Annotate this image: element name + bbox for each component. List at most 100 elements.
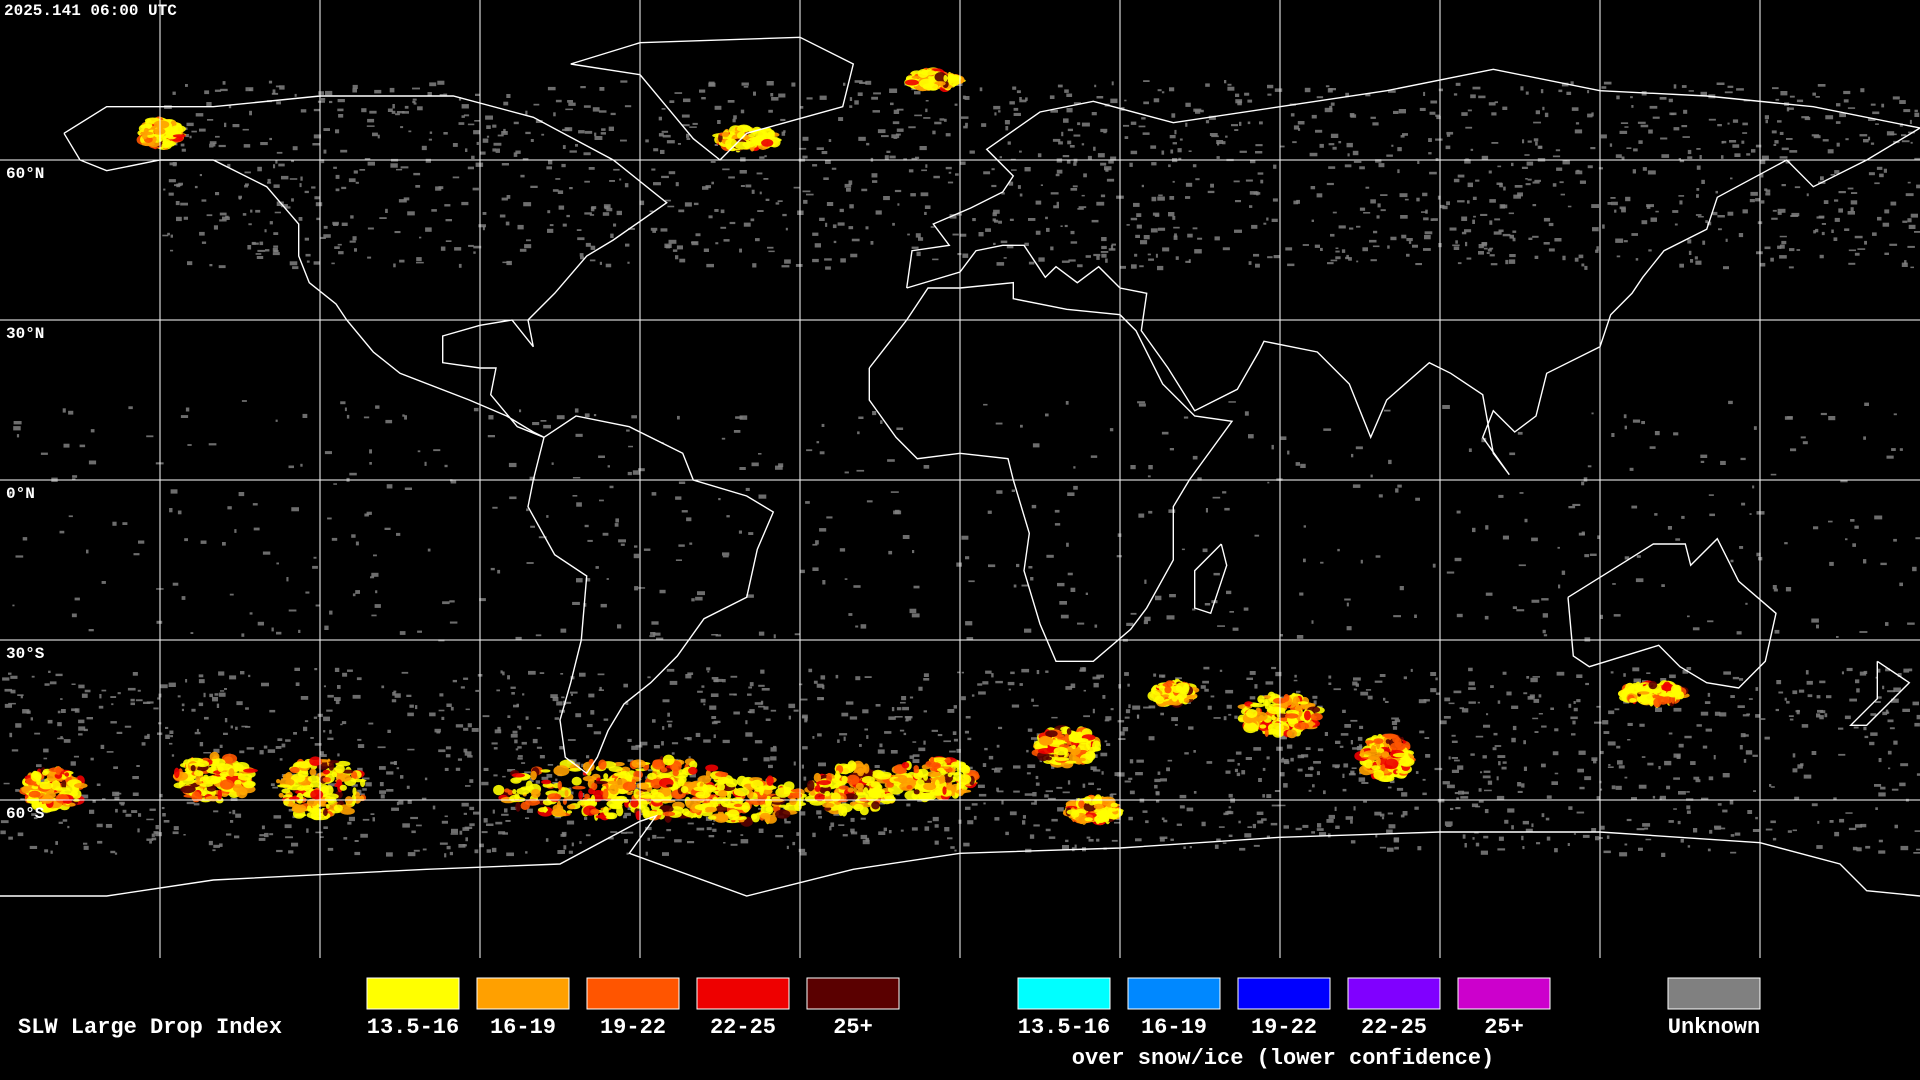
cloud-speckle [1434,767,1443,771]
cloud-speckle [1147,253,1151,256]
cloud-speckle [452,679,457,683]
cloud-speckle [1755,816,1758,820]
cloud-speckle [669,680,678,685]
cloud-speckle [391,699,397,703]
cloud-speckle [1532,204,1537,207]
cloud-speckle [932,816,939,822]
cloud-speckle [313,716,318,719]
cloud-speckle [651,168,656,171]
cloud-speckle [1009,811,1017,816]
cloud-speckle [311,186,316,189]
cloud-speckle [1297,754,1305,759]
cloud-speckle [207,119,214,121]
cloud-speckle [1108,248,1116,251]
cloud-speckle [1110,245,1114,250]
cloud-speckle [249,612,253,615]
cloud-speckle [298,217,303,221]
cloud-speckle [170,735,173,738]
cloud-speckle [1603,731,1610,734]
cloud-speckle [1367,695,1373,700]
drop-patch [715,771,729,777]
cloud-speckle [181,703,185,707]
cloud-speckle [645,139,649,143]
cloud-speckle [1804,117,1811,121]
cloud-speckle [486,823,494,826]
cloud-speckle [1561,570,1566,575]
cloud-speckle [1879,173,1884,178]
cloud-speckle [314,668,318,671]
cloud-speckle [1638,140,1643,144]
cloud-speckle [357,767,363,772]
cloud-speckle [1772,87,1779,90]
cloud-speckle [1421,211,1427,213]
cloud-speckle [837,222,845,226]
cloud-speckle [439,94,447,96]
cloud-speckle [593,414,597,417]
cloud-speckle [398,199,407,203]
cloud-speckle [584,130,593,134]
cloud-speckle [1170,838,1174,841]
cloud-speckle [1734,832,1741,836]
cloud-speckle [1696,148,1701,150]
cloud-speckle [467,723,472,728]
cloud-speckle [1252,823,1256,829]
cloud-speckle [525,851,528,854]
cloud-speckle [1239,150,1247,153]
drop-patch [577,800,592,806]
cloud-speckle [576,502,582,507]
cloud-speckle [363,416,370,419]
cloud-speckle [702,186,709,190]
cloud-speckle [1496,776,1499,781]
cloud-speckle [759,156,765,159]
cloud-speckle [238,197,241,200]
drop-patch [606,812,618,820]
cloud-speckle [831,167,837,170]
cloud-speckle [1141,117,1146,120]
cloud-speckle [199,231,205,236]
cloud-speckle [1454,557,1462,562]
cloud-speckle [610,233,614,238]
cloud-speckle [1227,86,1235,91]
cloud-speckle [1601,86,1607,89]
cloud-speckle [253,527,260,531]
cloud-speckle [238,492,245,497]
cloud-speckle [279,758,283,761]
cloud-speckle [230,820,234,823]
cloud-speckle [545,838,549,842]
cloud-speckle [1397,169,1400,174]
cloud-speckle [1350,840,1356,844]
cloud-speckle [1678,743,1684,748]
cloud-speckle [1379,674,1386,677]
cloud-speckle [43,748,49,753]
drop-patch [221,753,238,764]
drop-patch [307,807,322,813]
cloud-speckle [610,831,618,833]
cloud-speckle [1765,193,1771,196]
drop-patch [511,773,525,778]
cloud-speckle [445,746,452,750]
cloud-speckle [983,802,986,805]
cloud-speckle [1175,677,1182,680]
cloud-speckle [1445,145,1451,150]
cloud-speckle [1383,409,1391,412]
cloud-speckle [588,693,595,698]
cloud-speckle [883,196,890,201]
cloud-speckle [1532,235,1539,238]
cloud-speckle [1161,817,1165,820]
cloud-speckle [1719,827,1726,830]
cloud-speckle [812,543,818,546]
drop-patch [277,784,291,788]
cloud-speckle [1914,109,1918,113]
cloud-speckle [487,435,495,438]
cloud-speckle [74,708,80,713]
cloud-speckle [124,725,132,728]
cloud-speckle [796,832,800,836]
drop-patch [541,779,552,785]
cloud-speckle [888,550,893,555]
cloud-speckle [33,817,38,820]
cloud-speckle [1478,95,1486,99]
cloud-speckle [1511,162,1514,167]
cloud-speckle [1577,768,1584,773]
cloud-speckle [1468,687,1476,690]
cloud-speckle [421,145,427,151]
